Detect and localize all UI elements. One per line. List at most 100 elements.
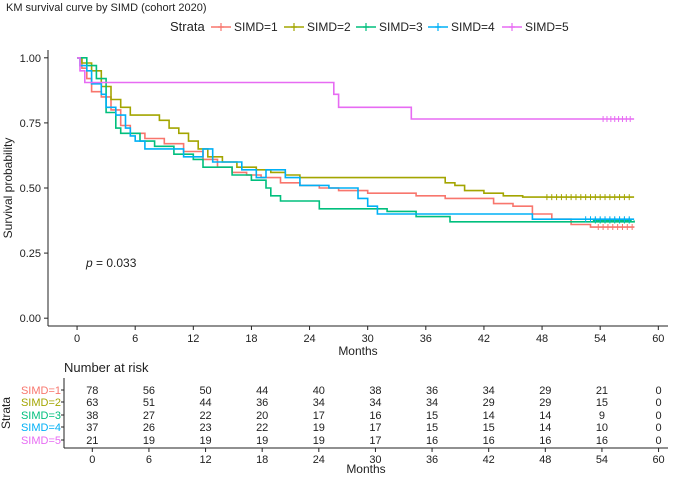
censor-mark xyxy=(592,216,598,223)
risk-cell: 17 xyxy=(313,410,325,422)
x-tick-label: 24 xyxy=(303,333,315,345)
legend-label: SIMD=3 xyxy=(379,20,423,34)
x-axis-label: Months xyxy=(338,344,377,358)
censor-mark xyxy=(602,194,608,201)
legend-swatch-cross xyxy=(509,23,515,31)
risk-table: Number at risk SIMD=1 78 56 50 44 40 38 36 34 29 2… xyxy=(0,360,668,476)
y-axis-label: Survival probability xyxy=(1,138,15,239)
curve-simd-4 xyxy=(77,57,635,220)
legend-swatch-cross xyxy=(363,23,369,31)
risk-cell: 9 xyxy=(599,410,605,422)
risk-cell: 63 xyxy=(86,397,98,409)
risk-cell: 29 xyxy=(539,397,551,409)
risk-cell: 19 xyxy=(256,435,268,447)
risk-cell: 38 xyxy=(369,385,381,397)
censor-mark xyxy=(617,194,623,201)
risk-cell: 16 xyxy=(426,435,438,447)
x-tick-label: 42 xyxy=(478,333,490,345)
legend: Strata SIMD=1 SIMD=2 SIMD=3 SIMD=4 SIMD=5 xyxy=(170,19,569,34)
censor-mark xyxy=(573,194,579,201)
risk-cell: 0 xyxy=(656,422,662,434)
risk-row-label: SIMD=1 xyxy=(21,385,61,397)
censor-mark xyxy=(578,194,584,201)
censor-mark xyxy=(621,194,627,201)
curve-simd-2 xyxy=(77,57,635,198)
y-tick-label: 0.50 xyxy=(20,183,41,195)
risk-cell: 38 xyxy=(86,410,98,422)
risk-table-title: Number at risk xyxy=(64,360,149,375)
risk-cell: 16 xyxy=(596,435,608,447)
legend-label: SIMD=1 xyxy=(234,20,278,34)
censor-mark xyxy=(605,224,611,231)
x-tick-label: 6 xyxy=(132,333,138,345)
risk-cell: 15 xyxy=(426,422,438,434)
risk-cell: 20 xyxy=(256,410,268,422)
risk-cell: 19 xyxy=(313,435,325,447)
risk-cell: 44 xyxy=(256,385,268,397)
censor-mark xyxy=(619,224,625,231)
x-tick-label: 12 xyxy=(187,333,199,345)
legend-items: SIMD=1 SIMD=2 SIMD=3 SIMD=4 SIMD=5 xyxy=(211,20,569,34)
risk-cell: 44 xyxy=(199,397,211,409)
risk-cell: 21 xyxy=(596,385,608,397)
censor-mark xyxy=(607,216,613,223)
survival-curves xyxy=(77,57,635,231)
risk-cell: 22 xyxy=(256,422,268,434)
y-tick-label: 0.75 xyxy=(20,118,41,130)
y-tick-label: 0.00 xyxy=(20,313,41,325)
censor-mark xyxy=(595,224,601,231)
censor-mark xyxy=(544,194,550,201)
censor-mark xyxy=(626,194,632,201)
censor-mark xyxy=(554,194,560,201)
risk-x-ticks: 0 6 12 18 24 30 36 42 48 54 60 xyxy=(89,448,665,466)
risk-cell: 16 xyxy=(369,410,381,422)
censor-mark xyxy=(592,194,598,201)
y-tick-label: 1.00 xyxy=(20,53,41,65)
risk-cell: 34 xyxy=(313,397,325,409)
x-ticks: 0 6 12 18 24 30 36 42 48 54 60 xyxy=(74,326,664,345)
censor-mark xyxy=(610,224,616,231)
censor-mark xyxy=(621,216,627,223)
legend-label: SIMD=4 xyxy=(451,20,495,34)
censor-mark xyxy=(627,116,633,122)
censor-mark xyxy=(588,194,593,201)
risk-x-tick-label: 30 xyxy=(369,454,381,466)
risk-cell: 10 xyxy=(596,422,608,434)
risk-cell: 17 xyxy=(369,422,381,434)
censor-mark xyxy=(612,194,618,201)
risk-cell: 17 xyxy=(369,435,381,447)
x-tick-label: 60 xyxy=(652,333,664,345)
risk-cell: 19 xyxy=(199,435,211,447)
legend-swatch-cross xyxy=(291,23,297,31)
censor-mark xyxy=(597,216,603,223)
risk-cell: 23 xyxy=(199,422,211,434)
risk-cell: 34 xyxy=(483,385,495,397)
risk-cell: 15 xyxy=(426,410,438,422)
legend-swatch-cross xyxy=(218,23,224,31)
risk-cell: 0 xyxy=(656,385,662,397)
legend-swatch-cross xyxy=(435,23,441,31)
risk-cell: 36 xyxy=(256,397,268,409)
plot-area: 0.00 0.25 0.50 0.75 1.00 0 6 12 18 24 30 36 42 48 54 6… xyxy=(1,50,668,358)
censor-mark xyxy=(615,224,621,231)
risk-x-tick-label: 42 xyxy=(483,454,495,466)
risk-x-tick-label: 12 xyxy=(199,454,211,466)
risk-x-tick-label: 36 xyxy=(426,454,438,466)
risk-cell: 14 xyxy=(483,410,495,422)
risk-cell: 0 xyxy=(656,410,662,422)
risk-x-axis-label: Months xyxy=(346,462,385,476)
risk-cell: 34 xyxy=(369,397,381,409)
risk-cell: 15 xyxy=(596,397,608,409)
legend-label: SIMD=2 xyxy=(307,20,351,34)
y-tick-label: 0.25 xyxy=(20,248,41,260)
risk-x-tick-label: 6 xyxy=(146,454,152,466)
censor-mark xyxy=(626,216,632,223)
x-tick-label: 18 xyxy=(245,333,257,345)
risk-cell: 56 xyxy=(143,385,155,397)
risk-cell: 27 xyxy=(143,410,155,422)
risk-cell: 29 xyxy=(539,385,551,397)
x-tick-label: 0 xyxy=(74,333,80,345)
censor-mark xyxy=(624,224,630,231)
